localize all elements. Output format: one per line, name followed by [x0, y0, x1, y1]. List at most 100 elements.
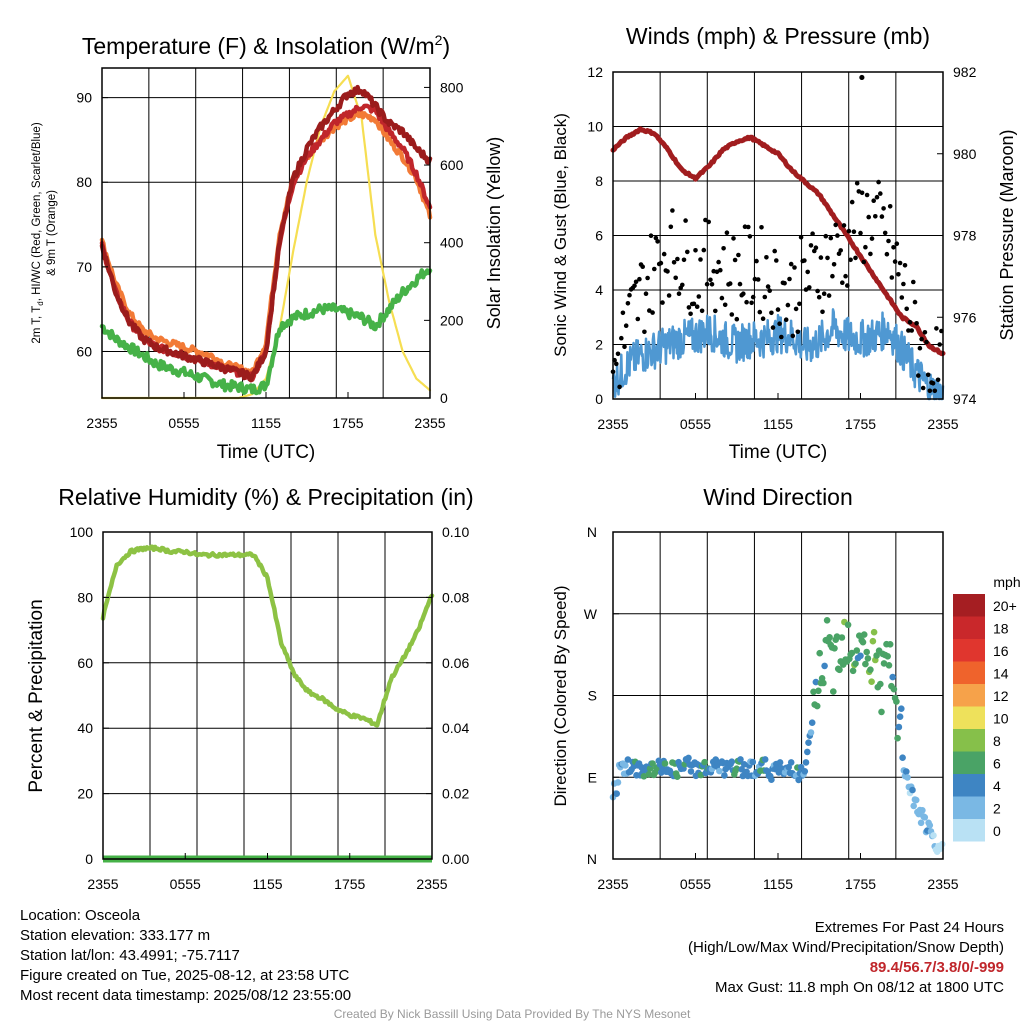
- gust-point: [727, 281, 733, 286]
- gust-point: [647, 308, 652, 313]
- direction-point: [826, 634, 833, 641]
- gust-point: [848, 257, 853, 263]
- gust-point: [691, 301, 697, 307]
- direction-point: [768, 776, 775, 783]
- gust-point: [661, 251, 667, 257]
- max-gust: Max Gust: 11.8 mph On 08/12 at 1800 UTC: [714, 979, 1004, 996]
- humidity-line: [100, 544, 435, 728]
- gust-point: [749, 300, 754, 306]
- station-latlon: Station lat/lon: 43.4991; -75.7117: [20, 947, 240, 964]
- direction-point: [889, 673, 896, 681]
- y-tick-label: E: [588, 769, 597, 785]
- gust-point: [750, 294, 756, 300]
- gust-point: [897, 260, 903, 266]
- gust-point: [729, 312, 735, 317]
- station-info: Location: Osceola Station elevation: 333…: [20, 906, 351, 1006]
- gust-point: [871, 198, 876, 203]
- gust-point: [627, 292, 632, 298]
- gust-point: [902, 263, 908, 268]
- winds-title: Winds (mph) & Pressure (mb): [626, 23, 930, 49]
- gust-point: [734, 316, 740, 322]
- gust-point: [790, 333, 796, 339]
- gust-point: [673, 275, 678, 281]
- direction-point: [904, 774, 911, 781]
- x-tick-label: 1755: [845, 416, 876, 432]
- direction-point: [885, 662, 893, 669]
- x-tick-label: 1755: [845, 876, 876, 892]
- y2-tick-label: 0.00: [442, 851, 469, 867]
- direction-point: [614, 779, 622, 786]
- direction-point: [864, 655, 872, 662]
- gust-point: [845, 283, 850, 288]
- gust-point: [904, 306, 909, 312]
- temperature-right-axis-label: Solar Insolation (Yellow): [484, 137, 504, 329]
- winds-series: [610, 74, 946, 401]
- gust-point: [680, 282, 685, 288]
- y2-tick-label: 0.10: [442, 524, 469, 540]
- gust-point: [668, 224, 674, 230]
- extremes-title: Extremes For Past 24 Hours: [814, 919, 1004, 936]
- gust-point: [701, 247, 707, 253]
- winds-panel: Winds (mph) & Pressure (mb) 2355 0555 1155…: [551, 23, 1017, 463]
- direction-point: [733, 765, 740, 772]
- temperature-series: [99, 74, 433, 400]
- gust-point: [882, 230, 888, 236]
- direction-point: [813, 702, 821, 710]
- x-tick-label: 2355: [597, 416, 628, 432]
- gust-point: [769, 310, 774, 316]
- direction-panel: Wind Direction 2355 0555 1155 1755 2355NESWN…: [551, 484, 1021, 892]
- gust-point: [698, 257, 703, 262]
- gust-point: [770, 325, 776, 330]
- gust-point: [816, 294, 822, 300]
- gust-point: [914, 321, 919, 326]
- y2-tick-label: 0.06: [442, 655, 469, 671]
- y2-tick-label: 0: [440, 390, 448, 406]
- legend-swatch: [953, 819, 985, 842]
- gust-point: [892, 259, 898, 264]
- temperature-left-axis-label-line2: & 9m T (Orange): [46, 190, 58, 276]
- gust-point: [795, 329, 801, 335]
- gust-point: [719, 295, 725, 301]
- gust-point: [802, 258, 807, 263]
- x-tick-label: 2355: [414, 415, 445, 431]
- y-tick-label: 40: [77, 720, 93, 736]
- gust-point: [774, 258, 779, 263]
- gust-point: [906, 328, 911, 333]
- gust-point: [863, 244, 868, 250]
- direction-point: [868, 678, 875, 685]
- gust-point: [922, 330, 928, 335]
- gust-point: [653, 235, 659, 241]
- gust-point: [873, 214, 878, 219]
- gust-point: [823, 233, 829, 239]
- gust-point: [757, 309, 763, 315]
- gust-point: [858, 230, 863, 236]
- y2-tick-label: 976: [953, 309, 977, 325]
- gust-point: [765, 284, 771, 289]
- direction-point: [645, 771, 653, 778]
- gust-point: [907, 319, 913, 325]
- gust-point: [648, 233, 654, 238]
- gust-point: [854, 180, 860, 186]
- recent-timestamp: Most recent data timestamp: 2025/08/12 2…: [20, 987, 352, 1004]
- gust-point: [741, 291, 746, 297]
- y2-tick-label: 600: [440, 157, 464, 173]
- direction-point: [903, 768, 910, 775]
- y-tick-label: 4: [595, 282, 603, 298]
- gust-point: [805, 269, 810, 275]
- gust-point: [886, 238, 891, 244]
- direction-point: [807, 729, 815, 736]
- gust-point: [688, 311, 693, 317]
- legend-swatch: [953, 594, 985, 617]
- winds-ticks: 2355 0555 1155 1755 2355 0 2 4 6 8 10 12 974 976 978 98…: [587, 64, 976, 432]
- gust-point: [650, 310, 655, 315]
- direction-point: [852, 660, 859, 667]
- direction-point: [820, 679, 827, 687]
- direction-point: [804, 748, 811, 756]
- gust-point: [670, 208, 675, 213]
- gust-point: [935, 377, 941, 383]
- gust-point: [909, 328, 914, 333]
- y-tick-label: 60: [77, 655, 93, 671]
- x-tick-label: 0555: [168, 415, 199, 431]
- direction-point: [640, 773, 648, 780]
